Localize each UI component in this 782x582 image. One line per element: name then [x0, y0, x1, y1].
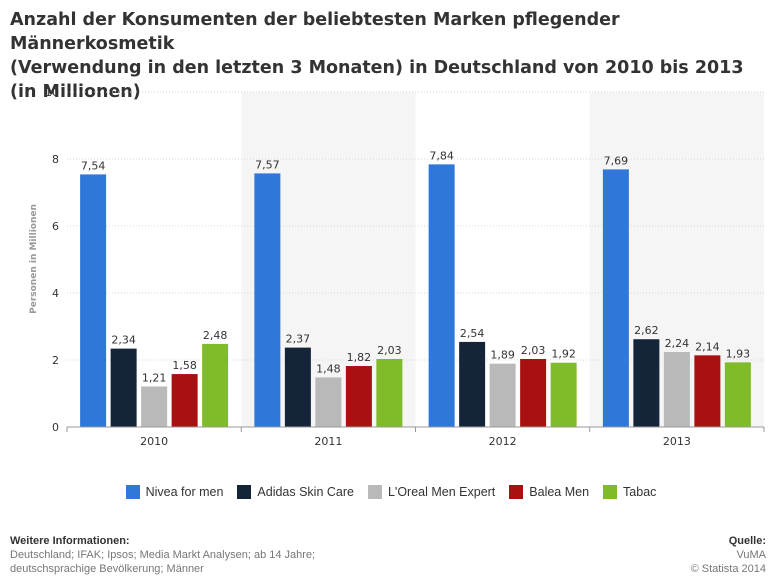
bar-2010-1 [110, 348, 137, 427]
source-heading: Quelle: [728, 535, 766, 547]
legend-label: Nivea for men [145, 485, 224, 499]
y-tick-label: 2 [52, 354, 59, 367]
data-label: 2,48 [203, 329, 228, 342]
bar-2010-4 [202, 343, 229, 427]
bar-2013-4 [724, 362, 751, 427]
bar-2012-3 [520, 358, 547, 427]
bar-2013-1 [633, 339, 660, 427]
data-label: 2,62 [634, 324, 659, 337]
data-label: 2,24 [665, 337, 690, 350]
data-label: 2,03 [521, 344, 546, 357]
bar-2011-0 [254, 173, 281, 427]
y-tick-label: 8 [52, 153, 59, 166]
bar-2010-3 [171, 374, 198, 427]
data-label: 7,54 [81, 159, 106, 172]
data-label: 1,92 [551, 348, 576, 361]
bar-2011-1 [284, 347, 311, 427]
legend-item[interactable]: Tabac [603, 485, 656, 499]
x-tick-label: 2013 [663, 435, 691, 448]
legend-item[interactable]: Balea Men [509, 485, 589, 499]
legend-label: L'Oreal Men Expert [387, 485, 496, 499]
footer-info: Weitere Informationen: Deutschland; IFAK… [10, 534, 315, 576]
x-tick-label: 2011 [314, 435, 342, 448]
data-label: 1,21 [142, 371, 167, 384]
legend-swatch [603, 485, 618, 499]
data-label: 1,58 [172, 359, 197, 372]
source-line-2: © Statista 2014 [690, 563, 766, 575]
legend: Nivea for men Adidas Skin Care L'Oreal Men… [0, 485, 782, 499]
bar-2010-0 [80, 174, 107, 427]
data-label: 2,14 [695, 340, 720, 353]
info-line-2: deutschsprachige Bevölkerung; Männer [10, 563, 204, 575]
bar-2013-2 [663, 351, 690, 427]
y-tick-label: 10 [45, 86, 59, 99]
y-tick-label: 6 [52, 220, 59, 233]
data-label: 7,69 [604, 154, 629, 167]
bars [80, 164, 751, 428]
data-label: 1,89 [490, 349, 515, 362]
bar-2012-1 [459, 341, 486, 427]
data-label: 1,93 [726, 347, 751, 360]
chart-title-line-2: (Verwendung in den letzten 3 Monaten) in… [10, 58, 744, 102]
bar-chart: 0 2 4 6 8 10 Personen in Millionen 7,54 2,34 1,… [29, 86, 765, 448]
info-line-1: Deutschland; IFAK; Ipsos; Media Markt An… [10, 549, 316, 561]
bar-2012-0 [428, 164, 455, 428]
chart-title-line-1: Anzahl der Konsumenten der beliebtesten … [10, 10, 620, 54]
x-tick-label: 2012 [489, 435, 517, 448]
bar-2011-3 [345, 366, 372, 427]
data-label: 7,84 [429, 149, 454, 162]
bar-2011-2 [315, 377, 342, 427]
data-label: 2,37 [286, 333, 311, 346]
data-label: 7,57 [255, 158, 280, 171]
legend-label: Tabac [623, 485, 657, 499]
legend-swatch [125, 485, 140, 499]
x-axis-ticks: 2010 2011 2012 2013 [66, 427, 765, 448]
chart-title: Anzahl der Konsumenten der beliebtesten … [10, 8, 774, 104]
data-label: 2,34 [111, 334, 136, 347]
y-axis-ticks: 0 2 4 6 8 10 [45, 86, 59, 434]
y-tick-label: 4 [52, 287, 59, 300]
bar-2013-0 [602, 169, 629, 427]
data-label: 1,82 [347, 351, 372, 364]
legend-item[interactable]: Nivea for men [125, 485, 224, 499]
legend-item[interactable]: L'Oreal Men Expert [367, 485, 496, 499]
data-label: 2,54 [460, 327, 485, 340]
footer-source: Quelle: VuMA © Statista 2014 [691, 534, 766, 576]
bar-2013-3 [694, 355, 721, 427]
y-axis-label: Personen in Millionen [29, 204, 39, 314]
bar-2012-4 [550, 362, 577, 427]
data-label: 1,48 [316, 362, 341, 375]
x-tick-label: 2010 [140, 435, 168, 448]
bar-2011-4 [376, 358, 403, 427]
bar-2010-2 [141, 386, 168, 427]
legend-label: Adidas Skin Care [257, 485, 354, 499]
legend-label: Balea Men [529, 485, 590, 499]
bar-2012-2 [489, 363, 516, 427]
y-tick-label: 0 [52, 421, 59, 434]
legend-swatch [509, 485, 524, 499]
legend-swatch [237, 485, 252, 499]
legend-item[interactable]: Adidas Skin Care [237, 485, 354, 499]
data-label: 2,03 [377, 344, 402, 357]
source-line-1: VuMA [736, 549, 766, 561]
data-labels: 7,54 2,34 1,21 1,58 2,48 7,57 2,37 1,48 1,82 2,03… [81, 149, 750, 384]
info-heading: Weitere Informationen: [10, 535, 130, 547]
legend-swatch [367, 485, 382, 499]
